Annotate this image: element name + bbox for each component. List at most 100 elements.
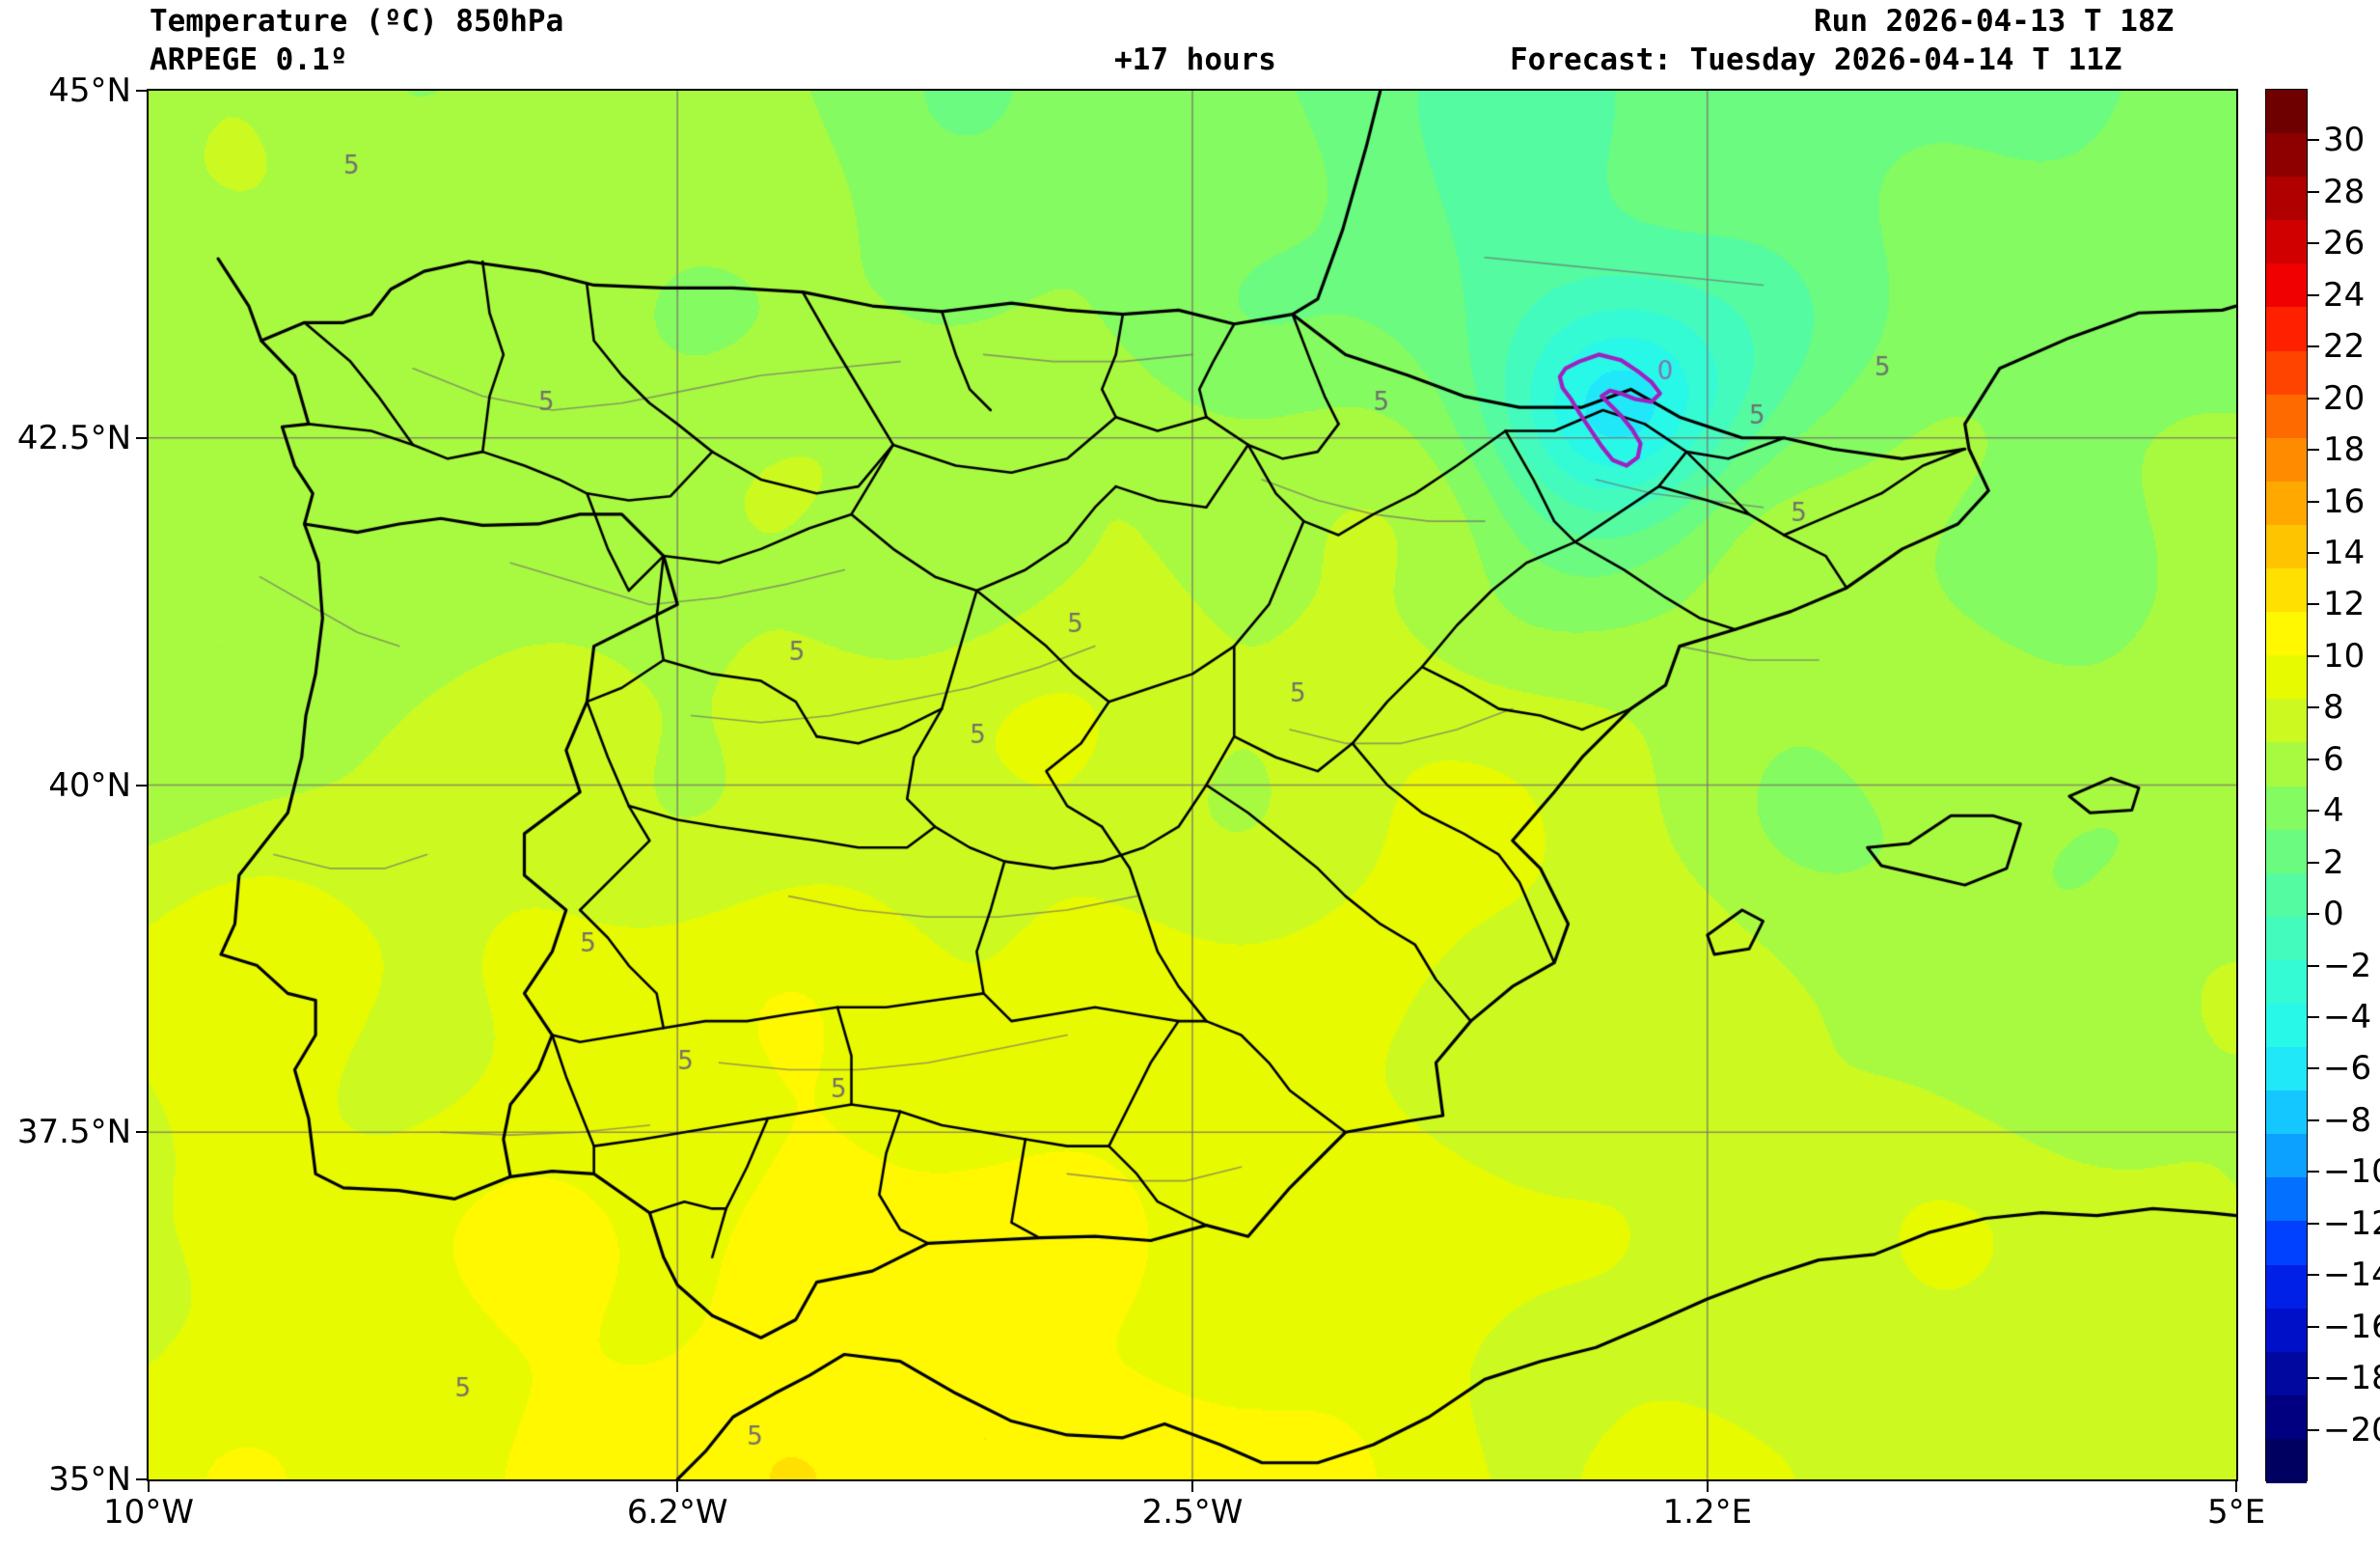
colorbar-segment: [2266, 90, 2307, 134]
colorbar-tick-label: 0: [2323, 895, 2344, 934]
colorbar-tick-label: 2: [2323, 842, 2344, 882]
colorbar-tick-label: 26: [2323, 224, 2366, 263]
colorbar-segment: [2266, 1177, 2307, 1223]
colorbar-tick: [2308, 1274, 2319, 1277]
colorbar-tick-label: −8: [2323, 1100, 2372, 1140]
colorbar-segment: [2266, 1438, 2307, 1483]
colorbar-tick: [2308, 1171, 2319, 1173]
colorbar-tick: [2308, 552, 2319, 554]
colorbar-tick: [2308, 397, 2319, 400]
y-axis-label: 35°N: [48, 1460, 131, 1499]
colorbar-tick-label: 12: [2323, 585, 2366, 624]
colorbar-segment: [2266, 1308, 2307, 1353]
colorbar-tick: [2308, 242, 2319, 245]
colorbar-tick-label: 4: [2323, 791, 2344, 831]
colorbar-segment: [2266, 263, 2307, 309]
colorbar-segment: [2266, 742, 2307, 787]
colorbar-segment: [2266, 829, 2307, 874]
colorbar-tick-label: 8: [2323, 688, 2344, 728]
colorbar-segment: [2266, 1221, 2307, 1266]
x-axis-tick: [2235, 1481, 2237, 1492]
colorbar-tick: [2308, 500, 2319, 503]
weather-map[interactable]: [147, 89, 2238, 1481]
y-axis-label: 37.5°N: [16, 1113, 131, 1152]
colorbar-segment: [2266, 959, 2307, 1005]
colorbar-segment: [2266, 177, 2307, 221]
colorbar-tick: [2308, 139, 2319, 142]
colorbar-tick: [2308, 1325, 2319, 1328]
y-axis-label: 40°N: [48, 765, 131, 805]
colorbar-tick-label: 16: [2323, 482, 2366, 521]
colorbar-segment: [2266, 133, 2307, 178]
colorbar-tick: [2308, 345, 2319, 348]
x-axis-label: 6.2°W: [626, 1493, 728, 1532]
y-axis-label: 42.5°N: [16, 418, 131, 457]
colorbar-tick-label: 22: [2323, 327, 2366, 367]
colorbar-segment: [2266, 699, 2307, 743]
colorbar-tick: [2308, 1428, 2319, 1431]
colorbar-segment: [2266, 655, 2307, 700]
colorbar-tick: [2308, 810, 2319, 813]
y-axis-tick: [136, 1131, 147, 1134]
colorbar-segment: [2266, 394, 2307, 439]
colorbar-tick-label: −2: [2323, 946, 2372, 985]
colorbar-segment: [2266, 1090, 2307, 1135]
colorbar-tick-label: 10: [2323, 636, 2366, 676]
y-axis-tick: [136, 1478, 147, 1480]
y-axis-tick: [136, 436, 147, 439]
colorbar-segment: [2266, 1134, 2307, 1178]
colorbar-tick-label: −4: [2323, 998, 2372, 1036]
colorbar-segment: [2266, 220, 2307, 264]
colorbar-tick: [2308, 861, 2319, 864]
lead-time-label: +17 hours: [1114, 42, 1276, 77]
colorbar-tick: [2308, 1222, 2319, 1225]
colorbar-tick-label: −6: [2323, 1049, 2372, 1089]
colorbar-gradient: [2265, 89, 2308, 1483]
colorbar-segment: [2266, 916, 2307, 961]
page-title: Temperature (ºC) 850hPa: [150, 4, 564, 39]
colorbar-tick: [2308, 1118, 2319, 1121]
colorbar-tick: [2308, 1016, 2319, 1018]
colorbar-segment: [2266, 437, 2307, 483]
colorbar-segment: [2266, 1351, 2307, 1396]
colorbar-tick: [2308, 190, 2319, 193]
colorbar-tick: [2308, 758, 2319, 760]
colorbar-tick: [2308, 654, 2319, 657]
colorbar-tick: [2308, 449, 2319, 452]
y-axis-label: 45°N: [48, 71, 131, 110]
colorbar-tick-label: −16: [2323, 1307, 2380, 1346]
x-axis-tick: [148, 1481, 150, 1492]
y-axis-tick: [136, 784, 147, 787]
colorbar-tick: [2308, 293, 2319, 296]
y-axis-tick: [136, 90, 147, 92]
colorbar-segment: [2266, 1047, 2307, 1091]
colorbar: 302826242220181614121086420−2−4−6−8−10−1…: [2265, 89, 2380, 1483]
colorbar-tick: [2308, 913, 2319, 916]
colorbar-tick-label: −10: [2323, 1152, 2380, 1192]
colorbar-tick-label: 30: [2323, 121, 2366, 160]
forecast-time-label: Forecast: Tuesday 2026-04-14 T 11Z: [1510, 42, 2122, 77]
colorbar-tick-label: 6: [2323, 739, 2344, 779]
x-axis-tick: [1706, 1481, 1709, 1492]
colorbar-tick-label: 24: [2323, 275, 2366, 315]
temperature-field-canvas: [149, 91, 2236, 1479]
colorbar-tick: [2308, 1377, 2319, 1380]
colorbar-tick-label: −12: [2323, 1203, 2380, 1243]
colorbar-segment: [2266, 612, 2307, 656]
colorbar-tick-label: −14: [2323, 1256, 2380, 1295]
colorbar-segment: [2266, 524, 2307, 569]
colorbar-segment: [2266, 1003, 2307, 1048]
x-axis-label: 2.5°W: [1141, 1493, 1244, 1532]
colorbar-tick-label: −18: [2323, 1359, 2380, 1398]
colorbar-tick-label: 28: [2323, 172, 2366, 211]
colorbar-segment: [2266, 1394, 2307, 1440]
colorbar-tick-label: −20: [2323, 1410, 2380, 1449]
colorbar-segment: [2266, 1264, 2307, 1310]
colorbar-segment: [2266, 872, 2307, 918]
colorbar-segment: [2266, 786, 2307, 831]
x-axis-label: 5°E: [2206, 1493, 2266, 1532]
x-axis-tick: [676, 1481, 679, 1492]
colorbar-tick: [2308, 706, 2319, 709]
colorbar-tick: [2308, 603, 2319, 606]
x-axis-tick: [1191, 1481, 1193, 1492]
